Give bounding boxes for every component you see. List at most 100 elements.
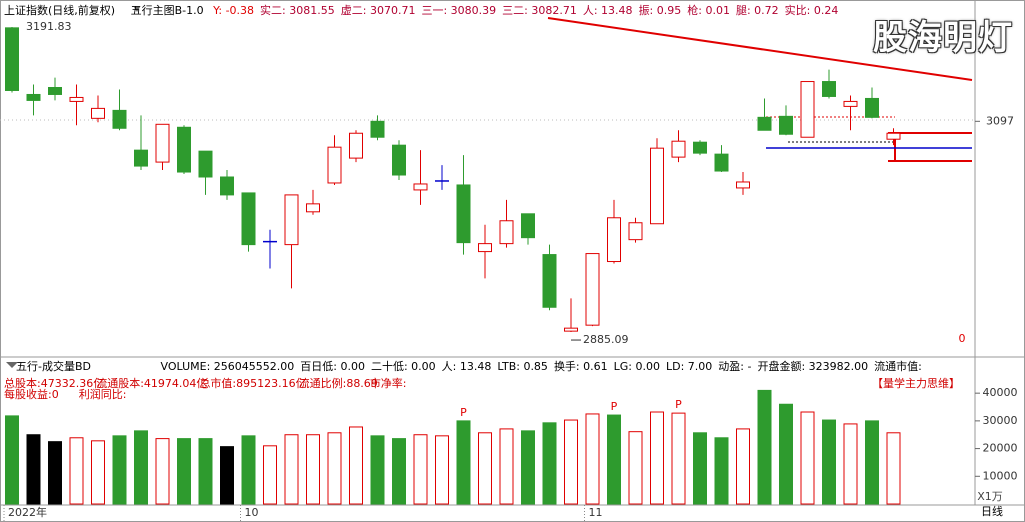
indicator-value: 三一: 3080.39 xyxy=(421,4,497,17)
candle-body xyxy=(177,126,191,173)
candle-body xyxy=(779,115,793,135)
candle-body xyxy=(521,213,535,239)
volume-bar xyxy=(499,428,514,505)
candle-body xyxy=(607,217,621,263)
volume-bar xyxy=(886,432,901,505)
title: 上证指数(日线,前复权) xyxy=(4,4,116,17)
tag: 【量学主力思维】 xyxy=(872,377,960,390)
volume-bar xyxy=(607,414,621,505)
volume-bar xyxy=(413,434,428,505)
candle-body xyxy=(241,192,256,246)
volume-bar xyxy=(822,419,836,505)
volume-bar xyxy=(478,432,492,505)
volume-stat: 二十低: 0.00 xyxy=(370,360,436,373)
candle-body xyxy=(134,149,148,167)
volume-bar xyxy=(865,420,879,505)
volume-bar xyxy=(564,419,578,505)
stock-info: 利润同比: xyxy=(78,388,127,401)
volume-bar xyxy=(542,422,557,505)
stock-info: 每股收益:0 xyxy=(4,388,59,401)
candle-body xyxy=(693,141,707,154)
candle-body xyxy=(112,109,127,129)
indicator-value: 三二: 3082.71 xyxy=(502,4,577,17)
volume-bar xyxy=(650,411,664,505)
volume-bar xyxy=(714,437,729,505)
candle-body xyxy=(349,132,363,159)
indicator-value: 振: 0.95 xyxy=(638,4,682,17)
volume-bar xyxy=(800,411,815,505)
volume-bar xyxy=(198,438,213,505)
y-tick-label: 20000 xyxy=(983,442,1018,455)
candle-body xyxy=(650,147,664,225)
volume-line2: 总股本:47332.36亿流通股本:41974.04亿总市值:895123.16… xyxy=(4,377,964,391)
period-label: 日线 xyxy=(981,504,1003,518)
volume-bar xyxy=(48,441,62,505)
candle-body xyxy=(865,97,879,118)
marker: P xyxy=(460,406,467,419)
volume-bar xyxy=(91,440,105,505)
volume-bar xyxy=(392,438,406,505)
volume-bar xyxy=(693,432,707,505)
volume-bar xyxy=(757,389,772,505)
stock-info: 总市值:895123.16亿 xyxy=(199,377,307,390)
volume-bar xyxy=(306,434,320,505)
annotation: 0 xyxy=(959,332,966,345)
volume-bar xyxy=(5,415,19,505)
y-tick-label: 3097 xyxy=(986,114,1014,127)
unit-label: X1万 xyxy=(977,490,1003,503)
candle-body xyxy=(800,81,815,138)
volume-bar xyxy=(327,432,342,505)
candle-body xyxy=(456,184,471,244)
indicator-value: 实二: 3081.55 xyxy=(260,4,335,17)
marker: P xyxy=(675,398,682,411)
candle-body xyxy=(822,81,836,97)
volume-bar xyxy=(456,420,471,505)
max-label: 3191.83 xyxy=(26,20,72,33)
volume-stat: 人: 13.48 xyxy=(441,360,492,373)
indicator-value: 实比: 0.24 xyxy=(784,4,839,17)
volume-header: 五行-成交量BD VOLUME: 256045552.00 百日低: 0.00 二十… xyxy=(4,360,934,374)
candle-body xyxy=(220,176,234,196)
watermark: 股海明灯 xyxy=(873,18,1013,58)
volume-bar xyxy=(177,438,191,505)
volume-stat: 流通市值: xyxy=(874,360,922,373)
candle-body xyxy=(671,140,686,158)
stock-info: 流通股本:41974.04亿 xyxy=(96,377,208,390)
header: 上证指数(日线,前复权) 五行主图B-1.0 Y: -0.38 实二: 3081.… xyxy=(4,4,850,18)
candle-body xyxy=(284,194,299,246)
trend-line xyxy=(547,17,973,81)
volume-stat: VOLUME: 256045552.00 xyxy=(160,360,295,373)
volume-bar xyxy=(69,437,84,505)
candle-body xyxy=(585,253,600,326)
candle-body xyxy=(392,144,406,176)
volume-bar xyxy=(736,428,750,505)
candle-body xyxy=(714,153,729,172)
marker: P xyxy=(611,400,618,413)
candle-body xyxy=(736,181,750,189)
candle-body xyxy=(413,183,428,191)
volume-bar xyxy=(435,435,449,505)
min-label: 2885.09 xyxy=(583,333,629,346)
dropdown-icon xyxy=(134,7,140,12)
candle-body xyxy=(91,107,105,119)
volume-stat: LD: 7.00 xyxy=(666,360,713,373)
volume-bar xyxy=(671,412,686,505)
candle-body xyxy=(478,243,492,253)
indicator-value: 枪: 0.01 xyxy=(687,4,730,17)
volume-bar xyxy=(843,423,858,505)
y-tick-label: 40000 xyxy=(983,386,1018,399)
indicator-value: 腿: 0.72 xyxy=(735,4,779,17)
volume-stat: LTB: 0.85 xyxy=(497,360,548,373)
candle-body xyxy=(155,123,170,163)
volume-bar xyxy=(779,403,793,505)
candle-body xyxy=(198,150,213,178)
stock-info: 市净率: xyxy=(369,377,407,390)
volume-bar xyxy=(284,434,299,505)
indicator-value: Y: -0.38 xyxy=(213,4,255,17)
volume-bar xyxy=(263,445,277,505)
indicator-value: 虚二: 3070.71 xyxy=(340,4,416,17)
y-tick-label: 10000 xyxy=(983,469,1018,482)
volume-bar xyxy=(521,430,535,505)
x-tick-label: 2022年 xyxy=(8,505,47,519)
